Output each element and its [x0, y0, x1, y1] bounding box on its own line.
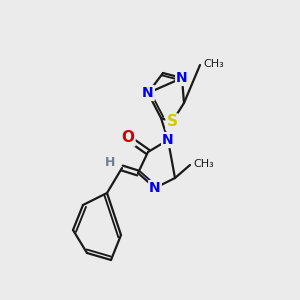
Text: CH₃: CH₃ [193, 159, 214, 169]
Text: N: N [162, 133, 174, 147]
Text: O: O [122, 130, 134, 146]
Text: H: H [105, 157, 115, 169]
Text: N: N [176, 71, 188, 85]
Text: N: N [149, 181, 161, 195]
Text: N: N [142, 86, 154, 100]
Text: S: S [167, 115, 178, 130]
Text: CH₃: CH₃ [203, 59, 224, 69]
